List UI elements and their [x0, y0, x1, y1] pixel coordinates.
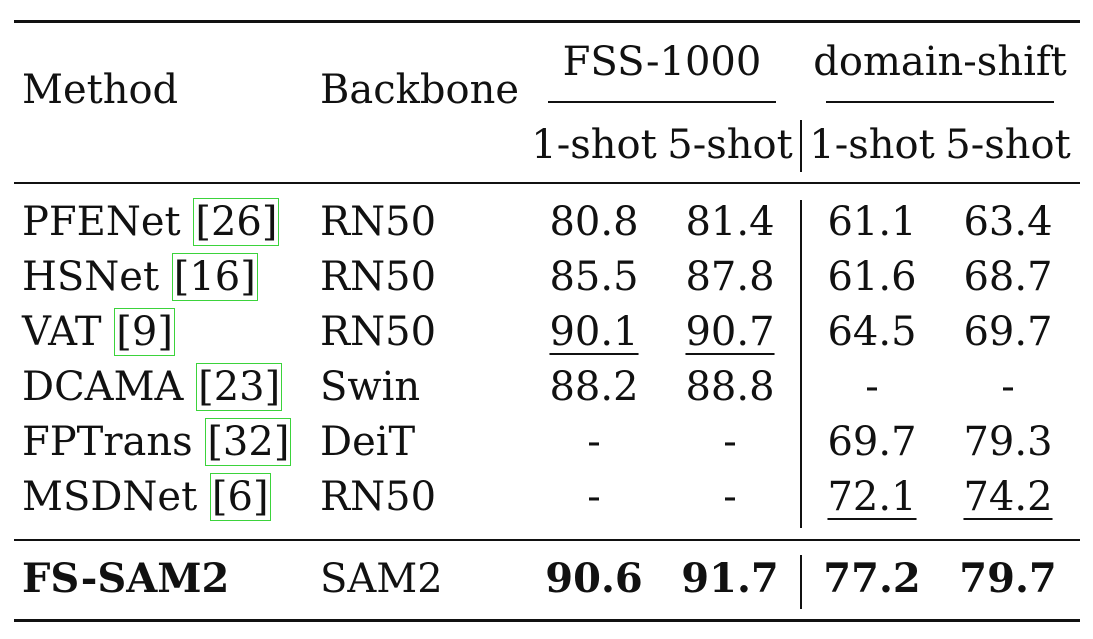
top-rule — [14, 20, 1080, 23]
value-cell: - — [865, 364, 879, 410]
header-fss-5shot: 5-shot — [667, 122, 793, 168]
backbone-cell: RN50 — [320, 254, 437, 300]
backbone-cell: DeiT — [320, 419, 416, 465]
citation-link[interactable]: [32] — [205, 418, 292, 466]
final-value-cell: 77.2 — [823, 555, 921, 602]
method-name: HSNet — [22, 254, 160, 300]
backbone-cell: RN50 — [320, 474, 437, 520]
method-name: PFENet — [22, 199, 181, 245]
header-method: Method — [22, 67, 179, 113]
method-cell: MSDNet [6] — [22, 473, 271, 521]
method-cell: VAT [9] — [22, 308, 175, 356]
method-cell: DCAMA [23] — [22, 363, 283, 411]
value-cell: 88.2 — [549, 364, 639, 410]
citation-link[interactable]: [16] — [171, 253, 258, 301]
value-cell: 81.4 — [685, 199, 775, 245]
method-cell: HSNet [16] — [22, 253, 258, 301]
bottom-rule — [14, 619, 1080, 622]
header-separator — [800, 120, 802, 172]
backbone-cell: Swin — [320, 364, 421, 410]
value-cell: 87.8 — [685, 254, 775, 300]
value-cell: 68.7 — [963, 254, 1053, 300]
citation-link[interactable]: [6] — [209, 473, 271, 521]
final-value-cell: 91.7 — [681, 555, 779, 602]
value-cell: 69.7 — [827, 419, 917, 465]
value-cell-underlined: 72.1 — [827, 474, 917, 520]
backbone-cell: RN50 — [320, 309, 437, 355]
value-cell-underlined: 74.2 — [963, 474, 1053, 520]
value-cell: 69.7 — [963, 309, 1053, 355]
final-value-cell: 79.7 — [959, 555, 1057, 602]
value-cell: 63.4 — [963, 199, 1053, 245]
method-name: VAT — [22, 309, 102, 355]
value-cell-underlined: 90.7 — [685, 309, 775, 355]
header-fss-1shot: 1-shot — [531, 122, 657, 168]
method-name: DCAMA — [22, 364, 184, 410]
fss-group-underline — [548, 101, 776, 103]
citation-link[interactable]: [9] — [114, 308, 175, 356]
header-ds-5shot: 5-shot — [945, 122, 1071, 168]
backbone-cell: RN50 — [320, 199, 437, 245]
header-backbone: Backbone — [320, 67, 520, 113]
body-separator — [800, 200, 802, 528]
value-cell: 61.1 — [827, 199, 917, 245]
header-rule — [14, 182, 1080, 184]
method-cell: FPTrans [32] — [22, 418, 292, 466]
header-domain-shift: domain-shift — [813, 39, 1067, 85]
header-ds-1shot: 1-shot — [809, 122, 935, 168]
value-cell: - — [587, 419, 601, 465]
citation-link[interactable]: [23] — [196, 363, 283, 411]
value-cell-underlined: 90.1 — [549, 309, 639, 355]
value-cell: 64.5 — [827, 309, 917, 355]
value-cell: 61.6 — [827, 254, 917, 300]
domain-group-underline — [826, 101, 1054, 103]
mid-rule — [14, 539, 1080, 541]
citation-link[interactable]: [26] — [193, 198, 280, 246]
method-name: FPTrans — [22, 419, 193, 465]
method-cell: PFENet [26] — [22, 198, 280, 246]
header-fss1000: FSS-1000 — [562, 39, 762, 85]
value-cell: - — [587, 474, 601, 520]
value-cell: 85.5 — [549, 254, 639, 300]
value-cell: - — [723, 419, 737, 465]
method-name: MSDNet — [22, 474, 198, 520]
final-method-cell: FS-SAM2 — [22, 555, 230, 602]
final-value-cell: 90.6 — [545, 555, 643, 602]
final-separator — [800, 555, 802, 609]
value-cell: 88.8 — [685, 364, 775, 410]
value-cell: - — [1001, 364, 1015, 410]
value-cell: - — [723, 474, 737, 520]
value-cell: 80.8 — [549, 199, 639, 245]
value-cell: 79.3 — [963, 419, 1053, 465]
final-backbone-cell: SAM2 — [320, 556, 443, 602]
